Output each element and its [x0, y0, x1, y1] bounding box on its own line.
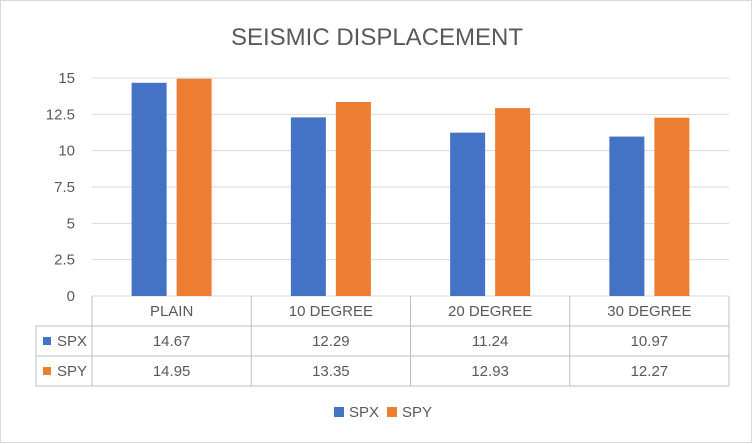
table-series-swatch-spy: [43, 367, 51, 375]
legend-label: SPY: [402, 404, 432, 421]
table-cell: 10.97: [631, 333, 669, 350]
bar-spy-0: [176, 78, 212, 296]
table-cell: 12.27: [631, 363, 669, 380]
table-series-swatch-spx: [43, 337, 51, 345]
y-tick-label: 7.5: [54, 179, 75, 196]
table-category-header: 20 DEGREE: [448, 303, 532, 320]
table-series-name: SPY: [57, 363, 87, 380]
y-tick-label: 10: [58, 143, 75, 160]
table-category-header: PLAIN: [150, 303, 193, 320]
y-tick-label: 5: [67, 215, 75, 232]
bar-spx-1: [290, 117, 326, 296]
legend-swatch-spy: [387, 407, 397, 417]
y-tick-label: 12.5: [46, 106, 75, 123]
bar-spx-0: [131, 82, 167, 297]
table-cell: 14.95: [153, 363, 191, 380]
y-tick-label: 15: [58, 70, 75, 87]
chart-title: SEISMIC DISPLACEMENT: [231, 24, 523, 51]
legend-swatch-spx: [334, 407, 344, 417]
table-cell: 14.67: [153, 333, 191, 350]
table-cell: 12.93: [471, 363, 509, 380]
bar-spy-2: [495, 108, 531, 296]
legend: SPX SPY: [334, 404, 432, 421]
data-table: PLAIN 10 DEGREE 20 DEGREE 30 DEGREE SPX 14.67…: [35, 296, 730, 387]
bar-spy-1: [335, 101, 371, 296]
y-axis-ticks: 0 2.5 5 7.5 10 12.5 15: [46, 70, 75, 305]
y-tick-label: 0: [67, 288, 75, 305]
table-cell: 13.35: [312, 363, 350, 380]
table-category-header: 10 DEGREE: [289, 303, 373, 320]
bar-spy-3: [654, 117, 690, 297]
bar-spx-3: [609, 136, 645, 296]
y-tick-label: 2.5: [54, 252, 75, 269]
bar-spx-2: [450, 132, 486, 296]
table-cell: 12.29: [312, 333, 350, 350]
legend-label: SPX: [349, 404, 379, 421]
table-category-header: 30 DEGREE: [607, 303, 691, 320]
table-series-name: SPX: [57, 333, 87, 350]
bars: [131, 78, 690, 297]
table-cell: 11.24: [472, 333, 508, 350]
